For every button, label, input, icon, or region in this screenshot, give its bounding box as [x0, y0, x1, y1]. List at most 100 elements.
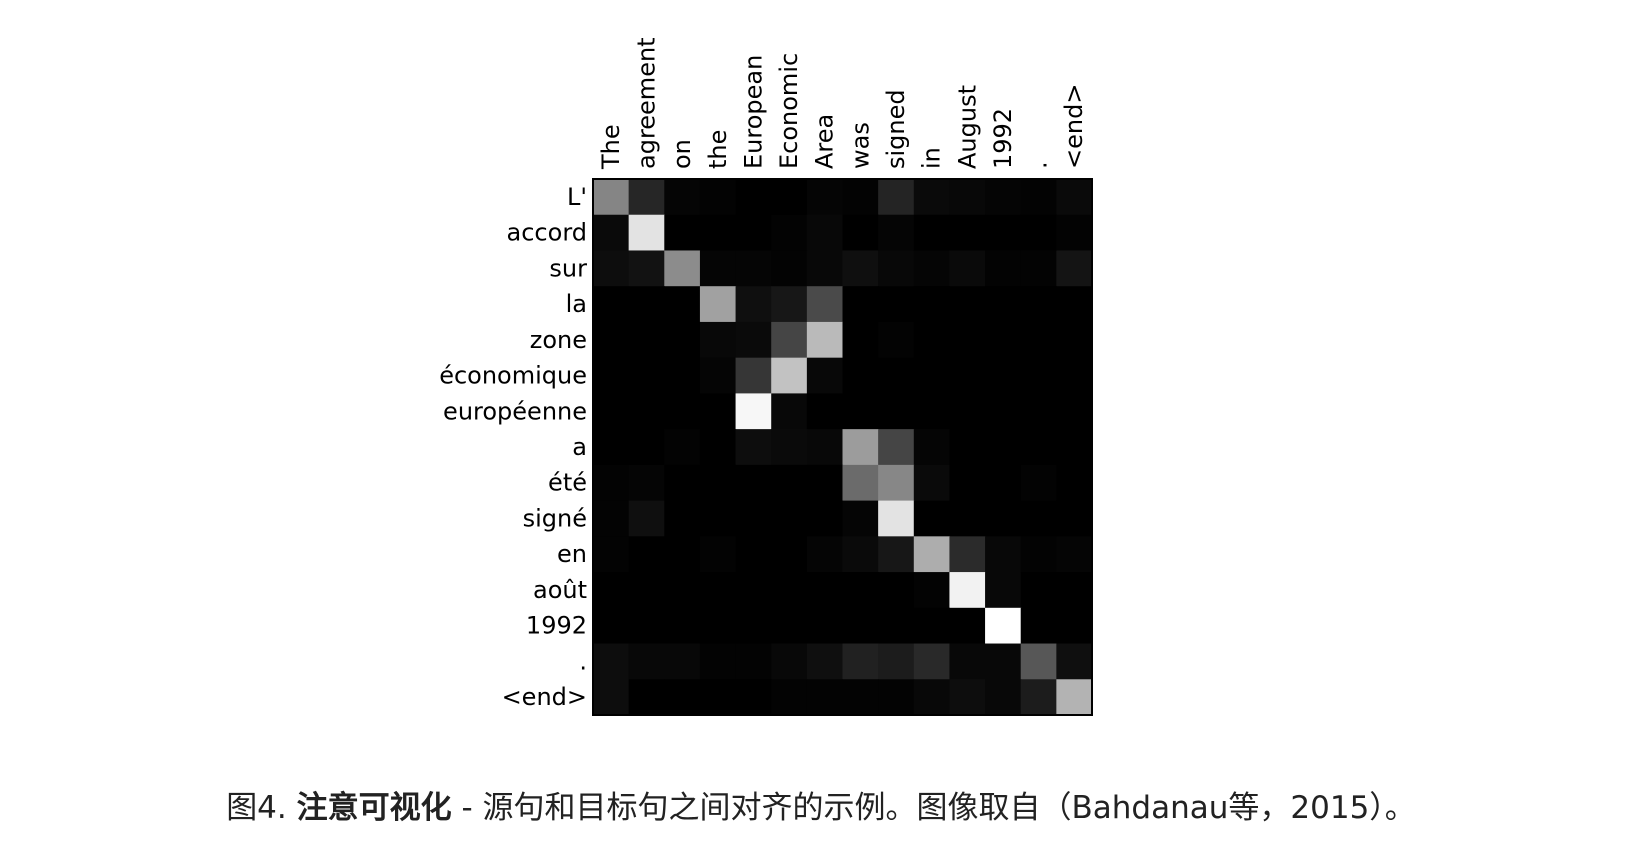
- heatmap-cell-r1-c8: [878, 214, 915, 252]
- heatmap-cell-r10-c13: [1056, 536, 1093, 573]
- heatmap-cell-r4-c6: [806, 321, 844, 359]
- heatmap-cell-r12-c1: [628, 607, 665, 645]
- heatmap-cell-r0-c3: [699, 179, 737, 216]
- y-tick-label-13: .: [579, 647, 587, 675]
- heatmap-cell-r7-c3: [699, 429, 737, 466]
- heatmap-cell-r6-c9: [913, 393, 951, 430]
- heatmap-cell-r6-c13: [1056, 393, 1093, 430]
- heatmap-cell-r13-c4: [735, 643, 772, 680]
- heatmap-cell-r11-c2: [664, 572, 701, 609]
- x-tick-label-10: August: [953, 85, 981, 169]
- heatmap-cell-r5-c10: [949, 357, 986, 394]
- heatmap-cell-r7-c4: [735, 429, 772, 466]
- heatmap-cell-r2-c3: [699, 250, 737, 287]
- heatmap-cell-r9-c13: [1056, 500, 1093, 537]
- heatmap-cell-r1-c10: [949, 214, 986, 252]
- heatmap-cell-r4-c1: [628, 321, 665, 359]
- heatmap-cell-r1-c4: [735, 214, 772, 252]
- heatmap-cell-r0-c8: [878, 179, 915, 216]
- heatmap-cell-r0-c0: [593, 179, 630, 216]
- heatmap-cell-r6-c5: [771, 393, 808, 430]
- y-axis-tick-labels: L' accord sur la zone économique européenne a ét…: [439, 183, 587, 711]
- heatmap-cell-r7-c1: [628, 429, 665, 466]
- heatmap-cell-r4-c13: [1056, 321, 1093, 359]
- heatmap-cell-r8-c0: [593, 464, 630, 502]
- heatmap-cell-r6-c3: [699, 393, 737, 430]
- heatmap-cell-r11-c0: [593, 572, 630, 609]
- heatmap-cell-r14-c5: [771, 679, 808, 716]
- attention-heatmap-figure: The agreement on the European Economic Area was…: [439, 37, 1093, 716]
- heatmap-cell-r5-c2: [664, 357, 701, 394]
- heatmap-cell-r0-c10: [949, 179, 986, 216]
- heatmap-cell-r7-c10: [949, 429, 986, 466]
- heatmap-cell-r1-c1: [628, 214, 665, 252]
- heatmap-cell-r6-c12: [1020, 393, 1057, 430]
- heatmap-cell-r9-c3: [699, 500, 737, 537]
- heatmap-cell-r4-c5: [771, 321, 808, 359]
- heatmap-cell-r7-c12: [1020, 429, 1057, 466]
- heatmap-cell-r14-c2: [664, 679, 701, 716]
- heatmap-cell-r4-c0: [593, 321, 630, 359]
- heatmap-cell-r0-c13: [1056, 179, 1093, 216]
- heatmap-cell-r14-c3: [699, 679, 737, 716]
- heatmap-cell-r9-c2: [664, 500, 701, 537]
- heatmap-cell-r0-c12: [1020, 179, 1057, 216]
- y-tick-label-5: économique: [439, 362, 587, 390]
- heatmap-cell-r14-c4: [735, 679, 772, 716]
- heatmap-cell-r0-c6: [806, 179, 844, 216]
- heatmap-cell-r3-c7: [842, 286, 879, 323]
- x-tick-label-4: European: [739, 55, 767, 169]
- heatmap-cell-r14-c0: [593, 679, 630, 716]
- heatmap-cell-r7-c6: [806, 429, 844, 466]
- x-tick-label-0: The: [597, 124, 625, 170]
- heatmap-cell-r13-c13: [1056, 643, 1093, 680]
- heatmap-cell-r3-c12: [1020, 286, 1057, 323]
- heatmap-frame: [592, 178, 1093, 716]
- heatmap-cell-r10-c8: [878, 536, 915, 573]
- heatmap-cell-r11-c7: [842, 572, 879, 609]
- x-tick-label-8: signed: [882, 89, 910, 169]
- heatmap-cell-r6-c4: [735, 393, 772, 430]
- heatmap-cell-r6-c7: [842, 393, 879, 430]
- heatmap-cell-r2-c7: [842, 250, 879, 287]
- y-tick-label-3: la: [566, 290, 587, 318]
- heatmap-cell-r3-c2: [664, 286, 701, 323]
- heatmap-cell-r3-c8: [878, 286, 915, 323]
- heatmap-cell-r12-c9: [913, 607, 951, 645]
- heatmap-cell-r8-c12: [1020, 464, 1057, 502]
- x-axis-tick-labels: The agreement on the European Economic Area was…: [597, 37, 1088, 170]
- heatmap-cell-r11-c10: [949, 572, 986, 609]
- heatmap-cell-r13-c5: [771, 643, 808, 680]
- heatmap-cell-r1-c3: [699, 214, 737, 252]
- y-tick-label-11: août: [533, 576, 587, 604]
- heatmap-cell-r5-c12: [1020, 357, 1057, 394]
- heatmap-cell-r14-c8: [878, 679, 915, 716]
- y-tick-label-6: européenne: [443, 397, 587, 425]
- heatmap-cell-r6-c1: [628, 393, 665, 430]
- heatmap-cell-r5-c5: [771, 357, 808, 394]
- heatmap-cell-r8-c7: [842, 464, 879, 502]
- heatmap-cell-r1-c11: [985, 214, 1022, 252]
- y-tick-label-0: L': [567, 183, 587, 211]
- heatmap-cell-r13-c1: [628, 643, 665, 680]
- y-tick-label-1: accord: [507, 219, 587, 247]
- heatmap-cell-r4-c7: [842, 321, 879, 359]
- heatmap-cell-r7-c5: [771, 429, 808, 466]
- heatmap-cell-r12-c12: [1020, 607, 1057, 645]
- heatmap-cell-r5-c7: [842, 357, 879, 394]
- heatmap-cell-r14-c13: [1056, 679, 1093, 716]
- heatmap-cell-r9-c12: [1020, 500, 1057, 537]
- heatmap-cell-r13-c3: [699, 643, 737, 680]
- heatmap-cell-r12-c8: [878, 607, 915, 645]
- heatmap-cell-r3-c9: [913, 286, 951, 323]
- heatmap-cell-r1-c2: [664, 214, 701, 252]
- x-tick-label-9: in: [918, 147, 946, 169]
- heatmap-cell-r10-c12: [1020, 536, 1057, 573]
- heatmap-cell-r13-c0: [593, 643, 630, 680]
- heatmap-cell-r1-c5: [771, 214, 808, 252]
- heatmap-cell-r8-c13: [1056, 464, 1093, 502]
- y-tick-label-14: <end>: [502, 683, 587, 711]
- heatmap-cell-r8-c3: [699, 464, 737, 502]
- x-tick-label-5: Economic: [775, 53, 803, 169]
- heatmap-cell-r12-c11: [985, 607, 1022, 645]
